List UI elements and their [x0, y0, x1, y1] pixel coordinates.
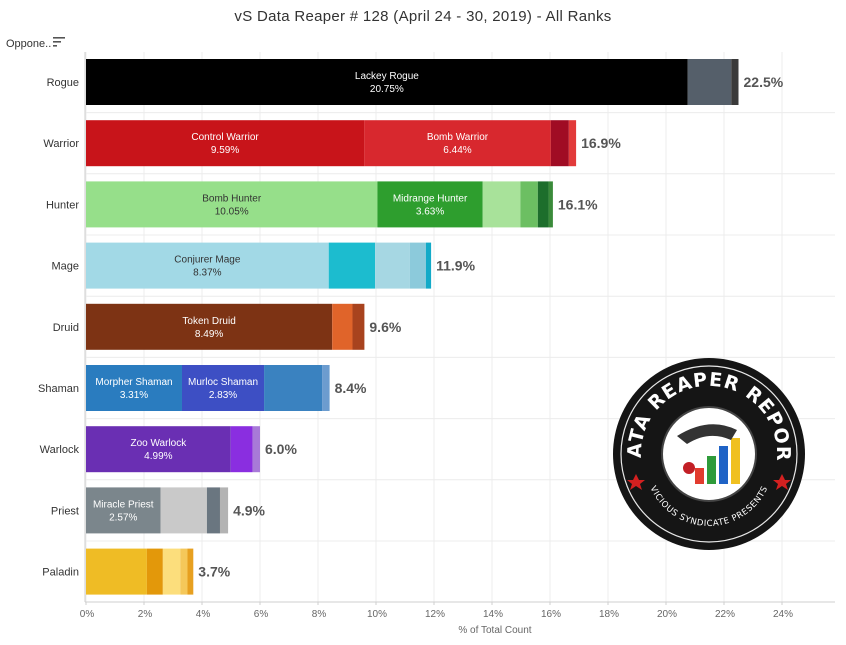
bar-segment[interactable]	[181, 365, 265, 411]
total-label: 16.9%	[581, 135, 621, 151]
chart-title: vS Data Reaper # 128 (April 24 - 30, 201…	[234, 8, 612, 25]
bar-segment[interactable]	[322, 365, 330, 411]
category-label: Warrior	[43, 138, 79, 150]
bar-segment[interactable]	[520, 181, 538, 228]
x-tick-label: 16%	[541, 609, 561, 620]
bar-segment[interactable]	[230, 426, 253, 473]
total-label: 4.9%	[233, 502, 265, 518]
x-tick-label: 14%	[483, 609, 503, 620]
bar-segment[interactable]	[537, 181, 549, 228]
category-label: Warlock	[40, 444, 80, 456]
bar-segment[interactable]	[252, 426, 260, 473]
category-label: Priest	[51, 505, 79, 517]
x-tick-label: 0%	[80, 609, 95, 620]
bar-segment[interactable]	[568, 120, 577, 167]
total-label: 8.4%	[335, 380, 367, 396]
data-reaper-report-logo: DATA REAPER REPORT VICIOUS SYNDICATE PRE…	[611, 356, 805, 550]
segment-percent: 8.49%	[195, 329, 223, 340]
x-tick-label: 20%	[657, 609, 677, 620]
segment-percent: 3.31%	[120, 390, 148, 401]
total-label: 22.5%	[744, 74, 784, 90]
segment-percent: 2.83%	[209, 390, 237, 401]
bar-segment[interactable]	[377, 181, 483, 228]
bar-segment[interactable]	[364, 120, 551, 167]
segment-percent: 2.57%	[109, 512, 137, 523]
y-axis-filter-label[interactable]: Oppone..	[6, 38, 52, 50]
category-label: Paladin	[42, 567, 79, 579]
category-label: Hunter	[46, 199, 79, 211]
segment-percent: 10.05%	[215, 206, 249, 217]
total-label: 6.0%	[265, 441, 297, 457]
bar-segment[interactable]	[482, 181, 521, 228]
total-label: 9.6%	[369, 319, 401, 335]
bar-segment[interactable]	[352, 303, 365, 350]
bar-segment[interactable]	[86, 365, 182, 411]
x-tick-label: 8%	[312, 609, 327, 620]
x-tick-label: 24%	[773, 609, 793, 620]
bar-segment[interactable]	[86, 59, 688, 105]
bar-segment[interactable]	[425, 242, 432, 289]
bar-segment[interactable]	[731, 59, 739, 105]
segment-percent: 9.59%	[211, 145, 239, 156]
bar-segment[interactable]	[187, 548, 194, 595]
bar-segment[interactable]	[146, 548, 163, 595]
bar-segment[interactable]	[328, 242, 376, 289]
bar-segment[interactable]	[409, 242, 426, 289]
x-tick-label: 22%	[715, 609, 735, 620]
x-tick-label: 10%	[367, 609, 387, 620]
bar-segment[interactable]	[86, 120, 365, 167]
segment-percent: 6.44%	[443, 145, 471, 156]
total-label: 11.9%	[436, 258, 475, 274]
segment-label: Bomb Hunter	[202, 193, 262, 204]
category-label: Rogue	[47, 77, 79, 89]
bar-segment[interactable]	[206, 487, 220, 534]
category-label: Mage	[51, 261, 79, 273]
total-label: 16.1%	[558, 196, 598, 212]
x-tick-label: 2%	[138, 609, 153, 620]
segment-label: Murloc Shaman	[188, 377, 258, 388]
bar-segment[interactable]	[162, 548, 181, 595]
segment-label: Lackey Rogue	[355, 71, 419, 82]
segment-percent: 4.99%	[144, 451, 172, 462]
segment-label: Morpher Shaman	[95, 377, 172, 388]
x-tick-label: 18%	[599, 609, 619, 620]
segment-percent: 8.37%	[193, 268, 221, 279]
category-label: Druid	[53, 322, 79, 334]
segment-label: Conjurer Mage	[174, 255, 241, 266]
category-label: Shaman	[38, 383, 79, 395]
bar-segment[interactable]	[550, 120, 569, 167]
x-tick-label: 12%	[425, 609, 445, 620]
bar-segment[interactable]	[86, 303, 333, 350]
bar-segment[interactable]	[375, 242, 410, 289]
x-tick-label: 6%	[254, 609, 269, 620]
segment-percent: 3.63%	[416, 206, 444, 217]
bar-segment[interactable]	[180, 548, 188, 595]
bar-segment[interactable]	[86, 487, 161, 534]
bar-segment[interactable]	[160, 487, 207, 534]
segment-label: Token Druid	[182, 316, 235, 327]
segment-label: Bomb Warrior	[427, 132, 489, 143]
x-tick-label: 4%	[196, 609, 211, 620]
bar-segment[interactable]	[264, 365, 323, 411]
bar-segment[interactable]	[86, 181, 378, 228]
bar-segment[interactable]	[219, 487, 229, 534]
segment-label: Zoo Warlock	[130, 438, 187, 449]
segment-label: Control Warrior	[191, 132, 259, 143]
bar-segment[interactable]	[86, 426, 231, 473]
sort-icon[interactable]	[53, 37, 65, 47]
x-axis-title: % of Total Count	[458, 625, 531, 636]
bar-segment[interactable]	[86, 242, 329, 289]
bar-segment[interactable]	[332, 303, 353, 350]
bar-segment[interactable]	[86, 548, 147, 595]
segment-percent: 20.75%	[370, 84, 404, 95]
bar-segment[interactable]	[548, 181, 553, 228]
segment-label: Miracle Priest	[93, 499, 154, 510]
total-label: 3.7%	[198, 564, 230, 580]
bar-segment[interactable]	[687, 59, 732, 105]
segment-label: Midrange Hunter	[393, 193, 468, 204]
